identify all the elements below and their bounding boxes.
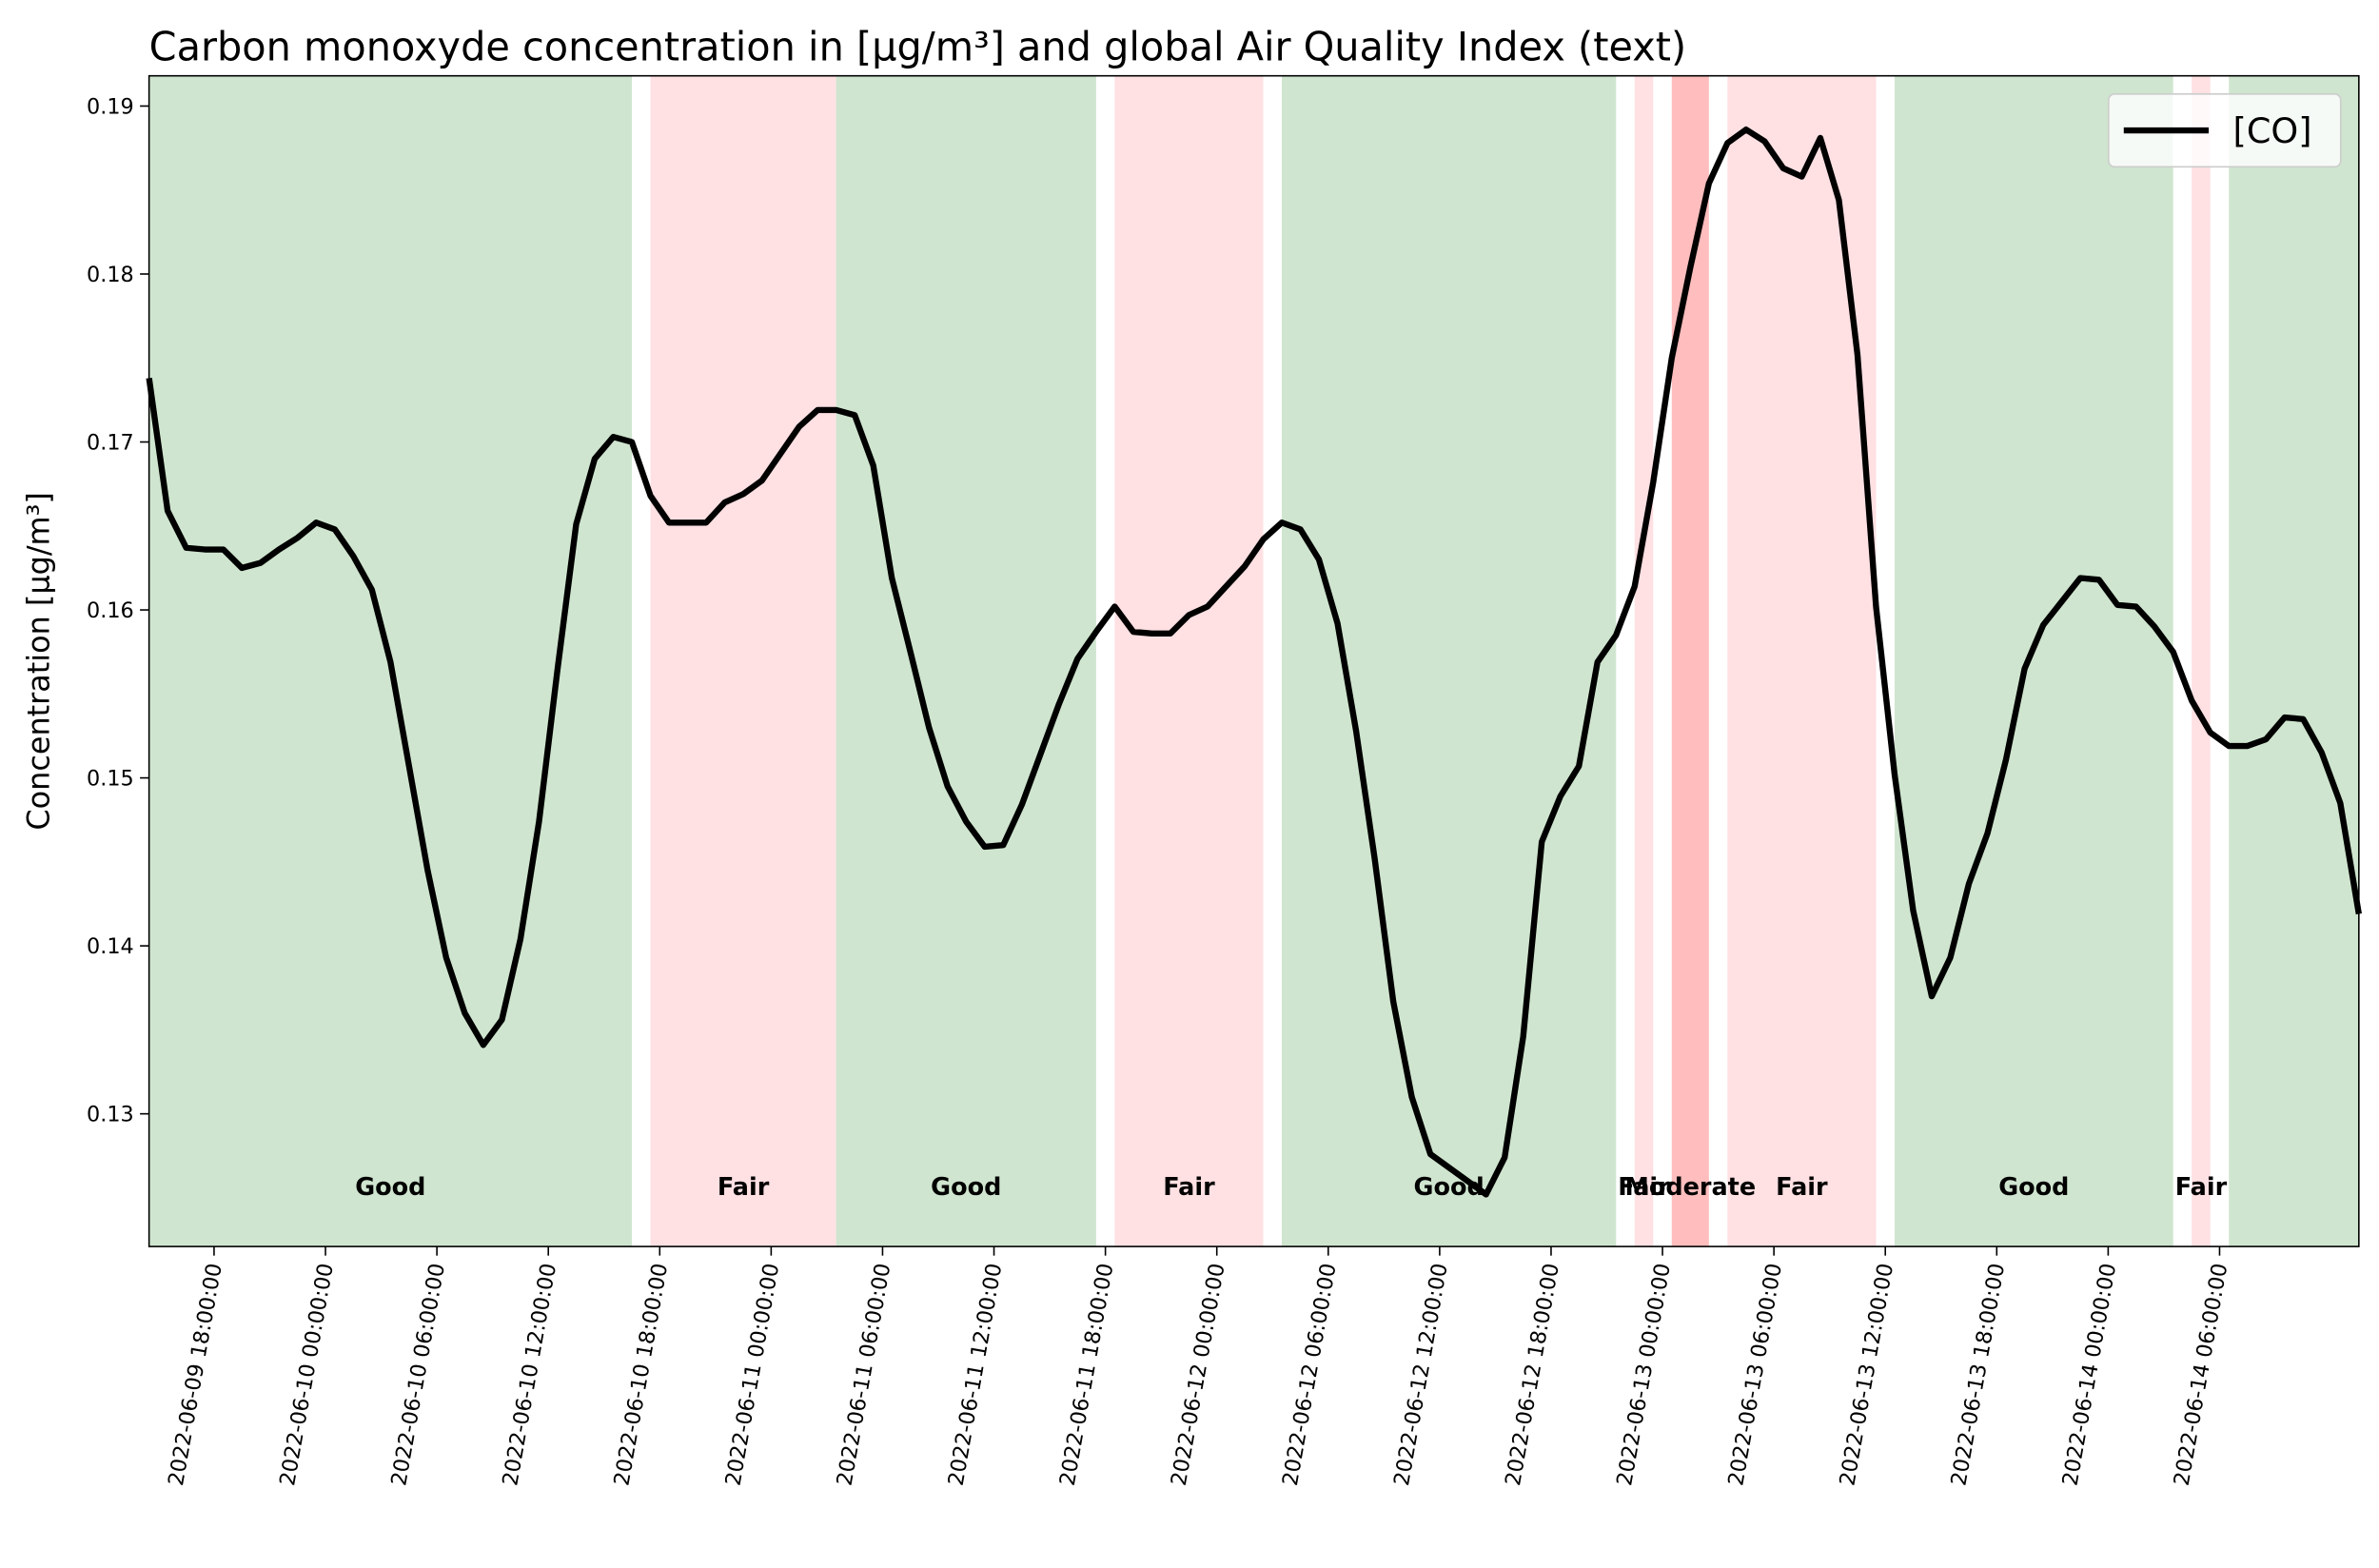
x-tick-label: 2022-06-12 00:00:00 [1167, 1262, 1230, 1488]
x-tick-label: 2022-06-13 06:00:00 [1723, 1262, 1787, 1488]
aqi-band [1114, 75, 1264, 1247]
x-tick-label: 2022-06-11 06:00:00 [833, 1262, 896, 1488]
x-tick-label: 2022-06-14 00:00:00 [2058, 1262, 2122, 1488]
x-tick-label: 2022-06-10 12:00:00 [498, 1262, 561, 1488]
aqi-bands [148, 75, 2359, 1247]
aqi-label: Moderate [1624, 1173, 1756, 1202]
aqi-label: Good [355, 1173, 425, 1202]
x-tick-label: 2022-06-09 18:00:00 [164, 1262, 227, 1488]
aqi-band [1282, 75, 1617, 1247]
x-tick-label: 2022-06-13 18:00:00 [1946, 1262, 2010, 1488]
aqi-label: Fair [1163, 1173, 1215, 1202]
y-tick-label: 0.19 [87, 94, 134, 119]
x-tick-label: 2022-06-12 12:00:00 [1389, 1262, 1453, 1488]
aqi-label: Good [931, 1173, 1001, 1202]
axes-frame [147, 74, 2360, 1247]
data-line [146, 126, 2362, 1198]
x-tick-label: 2022-06-11 00:00:00 [721, 1262, 785, 1488]
aqi-label: Fair [718, 1173, 770, 1202]
aqi-band [1894, 75, 2173, 1247]
x-tick-label: 2022-06-12 06:00:00 [1278, 1262, 1342, 1488]
y-tick-label: 0.14 [87, 934, 134, 959]
x-tick-label: 2022-06-10 18:00:00 [609, 1262, 673, 1488]
x-tick-label: 2022-06-13 12:00:00 [1835, 1262, 1898, 1488]
y-tick-label: 0.18 [87, 263, 134, 287]
aqi-label: Good [1414, 1173, 1484, 1202]
aqi-label: Fair [2175, 1173, 2228, 1202]
aqi-band [1671, 75, 1709, 1247]
aqi-label: Fair [1618, 1173, 1670, 1202]
x-tick-label: 2022-06-12 18:00:00 [1501, 1262, 1564, 1488]
aqi-band [2192, 75, 2211, 1247]
x-tick-label: 2022-06-10 06:00:00 [386, 1262, 450, 1488]
aqi-band [1727, 75, 1877, 1247]
x-tick-label: 2022-06-10 00:00:00 [275, 1262, 339, 1488]
legend-label: [CO] [2233, 110, 2312, 151]
y-axis-label: Concentration [μg/m³] [20, 492, 56, 830]
y-tick-label: 0.13 [87, 1103, 134, 1127]
x-tick-label: 2022-06-13 00:00:00 [1612, 1262, 1676, 1488]
y-tick-label: 0.16 [87, 598, 134, 623]
y-tick-label: 0.15 [87, 767, 134, 792]
legend-box [2108, 93, 2342, 168]
plot-area [146, 126, 2362, 1198]
aqi-band [836, 75, 1096, 1247]
y-tick-label: 0.17 [87, 430, 134, 455]
aqi-band [650, 75, 836, 1247]
chart-title: Carbon monoxyde concentration in [μg/m³]… [149, 25, 1686, 70]
aqi-label: Fair [1776, 1173, 1828, 1202]
x-tick-label: 2022-06-11 18:00:00 [1055, 1262, 1119, 1488]
aqi-band [1634, 75, 1654, 1247]
aqi-band [2229, 75, 2359, 1247]
x-tick-label: 2022-06-11 12:00:00 [944, 1262, 1008, 1488]
x-tick-label: 2022-06-14 06:00:00 [2170, 1262, 2233, 1488]
aqi-label: Good [1998, 1173, 2069, 1202]
